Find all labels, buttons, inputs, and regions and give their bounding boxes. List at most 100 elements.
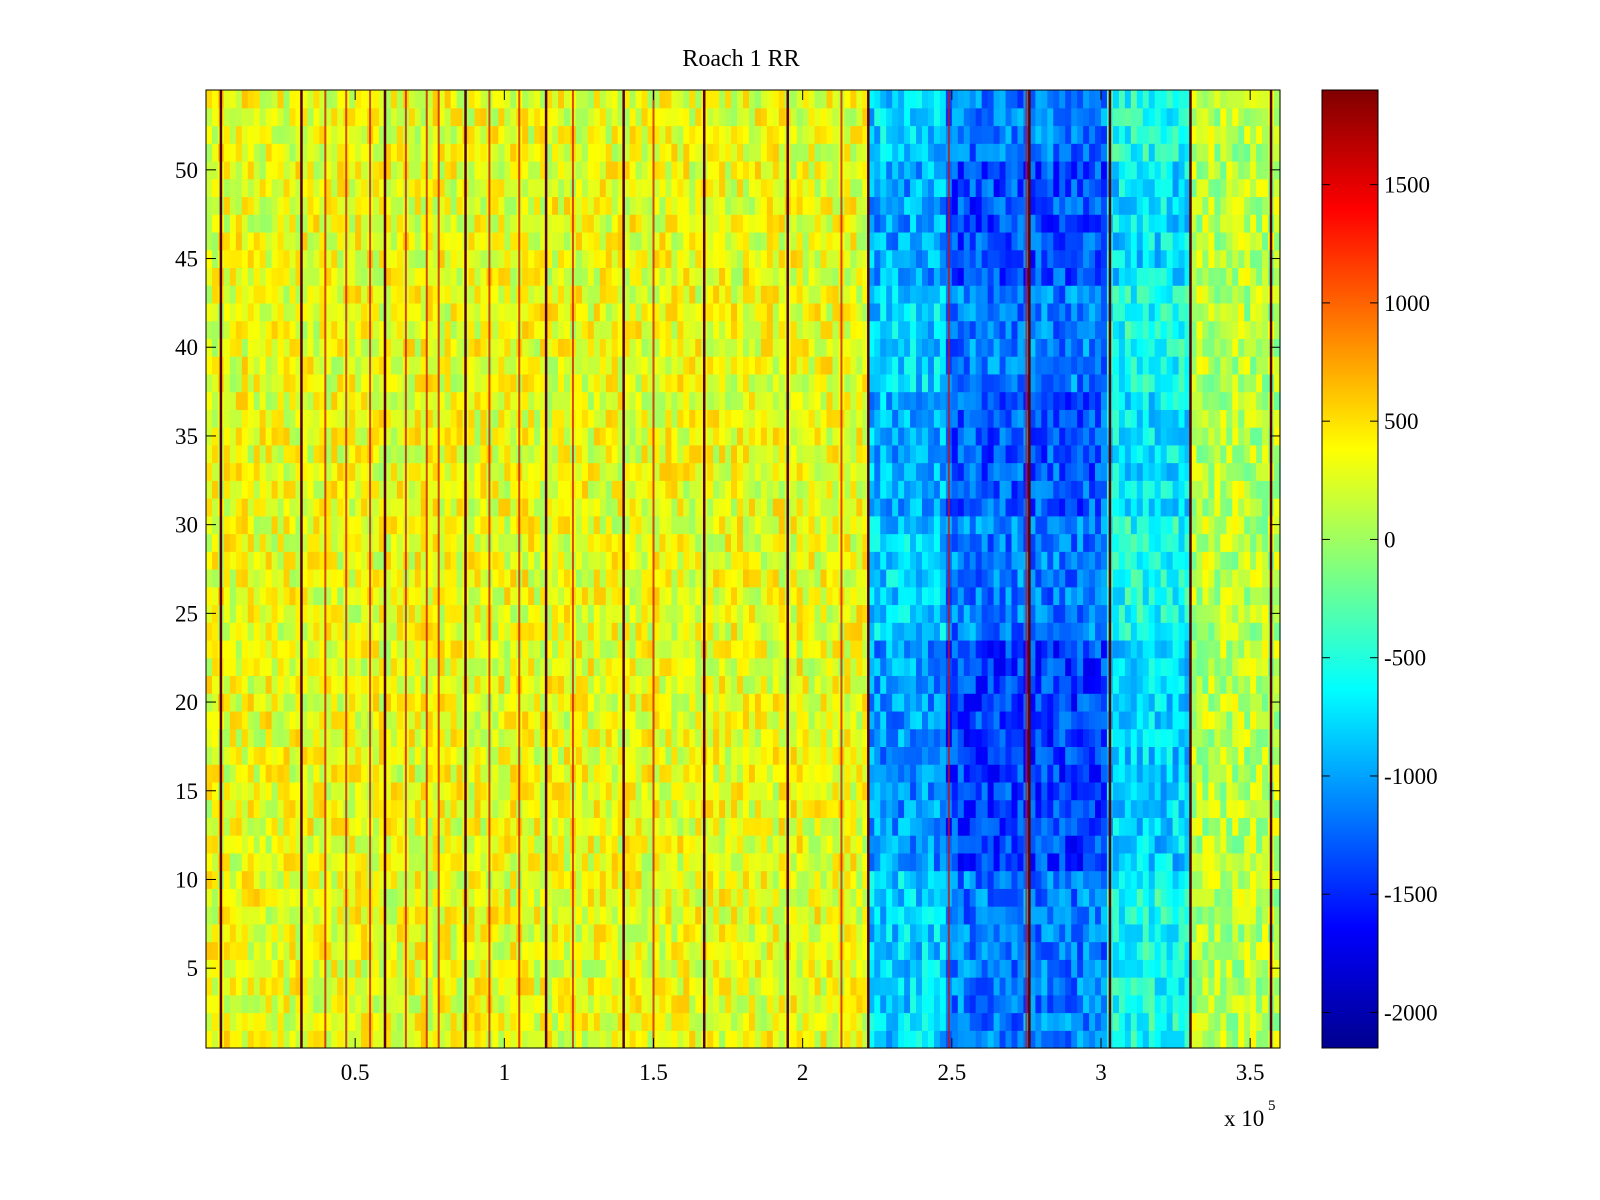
heatmap-cell <box>856 906 863 925</box>
heatmap-cell <box>1142 693 1150 712</box>
heatmap-cell <box>647 817 655 836</box>
heatmap-cell <box>1166 586 1174 606</box>
heatmap-cell <box>1214 817 1221 836</box>
heatmap-cell <box>659 710 667 730</box>
heatmap-cell <box>1166 639 1174 659</box>
heatmap-cell <box>832 781 840 801</box>
heatmap-cell <box>623 639 631 659</box>
heatmap-cell <box>635 622 643 641</box>
heatmap-cell <box>229 1030 237 1049</box>
heatmap-cell <box>922 888 929 907</box>
heatmap-cell <box>1172 835 1180 854</box>
heatmap-cell <box>951 906 959 925</box>
heatmap-cell <box>235 977 243 996</box>
heatmap-cell <box>1083 888 1090 907</box>
heatmap-cell <box>880 817 887 836</box>
heatmap-cell <box>480 959 488 978</box>
heatmap-cell <box>552 622 559 641</box>
heatmap-cell <box>1166 622 1174 641</box>
heatmap-cell <box>1136 764 1144 783</box>
heatmap-cell <box>414 906 422 925</box>
heatmap-cell <box>939 959 947 978</box>
heatmap-cell <box>223 764 231 783</box>
heatmap-cell <box>355 586 362 606</box>
heatmap-cell <box>904 728 911 748</box>
heatmap-cell <box>1065 764 1072 783</box>
heatmap-cell <box>671 906 678 925</box>
heatmap-cell <box>283 888 291 907</box>
heatmap-cell <box>307 941 314 960</box>
heatmap-cell <box>241 764 249 783</box>
heatmap-cell <box>1101 604 1108 623</box>
heatmap-cell <box>1059 569 1066 588</box>
heatmap-cell <box>1089 888 1096 907</box>
heatmap-cell <box>1059 746 1066 765</box>
heatmap-cell <box>241 977 249 996</box>
heatmap-cell <box>826 746 834 765</box>
heatmap-cell <box>1041 852 1048 872</box>
heatmap-cell <box>444 746 452 765</box>
heatmap-cell <box>522 657 529 677</box>
heatmap-cell <box>641 1030 649 1049</box>
heatmap-cell <box>635 906 643 925</box>
heatmap-cell <box>969 870 977 889</box>
heatmap-cell <box>265 586 273 606</box>
heatmap-cell <box>605 817 613 836</box>
heatmap-cell <box>1112 799 1120 818</box>
heatmap-cell <box>1208 604 1215 623</box>
heatmap-cell <box>689 852 696 872</box>
heatmap-cell <box>247 728 255 748</box>
heatmap-cell <box>271 1030 279 1049</box>
heatmap-cell <box>623 657 631 677</box>
heatmap-cell <box>611 622 619 641</box>
heatmap-cell <box>355 622 362 641</box>
heatmap-cell <box>385 569 392 588</box>
heatmap-cell <box>904 906 911 925</box>
heatmap-cell <box>975 728 983 748</box>
heatmap-cell <box>850 835 857 854</box>
heatmap-cell <box>659 728 667 748</box>
heatmap-cell <box>552 799 559 818</box>
heatmap-cell <box>1232 693 1239 712</box>
heatmap-cell <box>1256 1030 1263 1049</box>
heatmap-cell <box>969 1012 977 1031</box>
heatmap-cell <box>629 586 637 606</box>
heatmap-cell <box>1220 781 1227 801</box>
heatmap-cell <box>325 586 332 606</box>
heatmap-cell <box>957 941 965 960</box>
heatmap-cell <box>271 923 279 943</box>
heatmap-cell <box>301 639 309 659</box>
heatmap-cell <box>653 906 661 925</box>
heatmap-cell <box>1071 604 1078 623</box>
heatmap-cell <box>1256 639 1263 659</box>
heatmap-cell <box>593 781 601 801</box>
heatmap-cell <box>641 781 649 801</box>
heatmap-cell <box>772 1012 780 1031</box>
heatmap-cell <box>1178 781 1186 801</box>
heatmap-cell <box>611 551 619 570</box>
heatmap-cell <box>605 959 613 978</box>
heatmap-cell <box>528 622 535 641</box>
heatmap-cell <box>916 693 923 712</box>
heatmap-cell <box>683 569 690 588</box>
heatmap-cell <box>605 569 613 588</box>
heatmap-cell <box>766 1030 774 1049</box>
heatmap-cell <box>760 551 768 570</box>
heatmap-cell <box>927 817 935 836</box>
heatmap-cell <box>283 1030 291 1049</box>
heatmap-cell <box>223 1030 231 1049</box>
heatmap-cell <box>1005 781 1013 801</box>
heatmap-cell <box>558 764 565 783</box>
heatmap-cell <box>1112 852 1120 872</box>
heatmap-cell <box>259 994 267 1014</box>
heatmap-cell <box>587 888 595 907</box>
heatmap-cell <box>289 569 297 588</box>
heatmap-cell <box>450 710 458 730</box>
heatmap-cell <box>754 959 762 978</box>
heatmap-cell <box>337 1012 344 1031</box>
heatmap-cell <box>540 959 547 978</box>
heatmap-cell <box>790 746 798 765</box>
heatmap-cell <box>850 746 857 765</box>
heatmap-cell <box>665 799 672 818</box>
heatmap-cell <box>832 817 840 836</box>
